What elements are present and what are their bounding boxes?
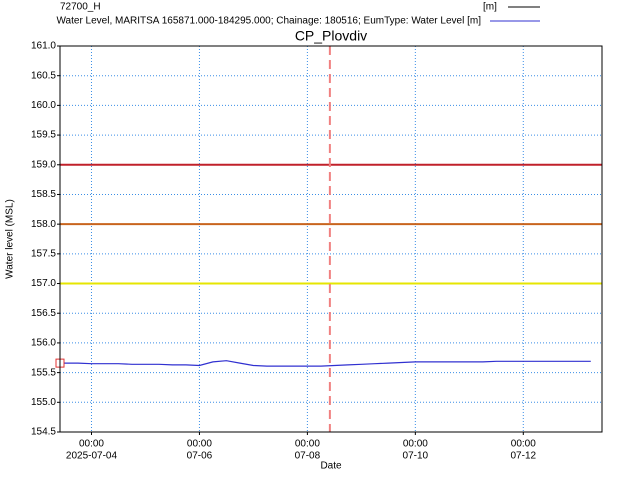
x-tick-label: 00:00: [295, 439, 320, 450]
x-tick-label: 00:00: [403, 439, 428, 450]
y-tick-label: 159.0: [31, 159, 56, 170]
x-axis-label: Date: [320, 461, 342, 472]
y-tick-label: 157.5: [31, 248, 56, 259]
x-tick-label: 07-08: [295, 451, 321, 462]
x-tick-label: 07-10: [403, 451, 429, 462]
y-tick-label: 156.5: [31, 308, 56, 319]
y-tick-label: 158.5: [31, 189, 56, 200]
x-tick-label: 07-12: [510, 451, 536, 462]
chart-title: CP_Plovdiv: [295, 28, 367, 44]
y-tick-label: 155.5: [31, 367, 56, 378]
plot-frame: [59, 45, 603, 433]
y-tick-label: 160.0: [31, 100, 56, 111]
y-tick-label: 160.5: [31, 70, 56, 81]
y-tick-label: 158.0: [31, 219, 56, 230]
series-line: [64, 360, 591, 367]
y-axis-label: Water level (MSL): [5, 199, 16, 279]
y-tick-label: 157.0: [31, 278, 56, 289]
x-tick-label: 07-06: [187, 451, 213, 462]
y-tick-label: 159.5: [31, 130, 56, 141]
x-tick-label: 00:00: [187, 439, 212, 450]
y-tick-label: 161.0: [31, 41, 56, 52]
y-tick-label: 155.0: [31, 397, 56, 408]
legend-unit: [m]: [483, 2, 497, 13]
y-tick-label: 156.0: [31, 338, 56, 349]
legend-label: Water Level, MARITSA 165871.000-184295.0…: [56, 16, 481, 27]
legend-label: 72700_H: [60, 2, 101, 13]
x-tick-label: 00:00: [511, 439, 536, 450]
y-tick-label: 154.5: [31, 427, 56, 438]
x-tick-label: 00:00: [79, 439, 104, 450]
x-tick-label: 2025-07-04: [66, 451, 118, 462]
